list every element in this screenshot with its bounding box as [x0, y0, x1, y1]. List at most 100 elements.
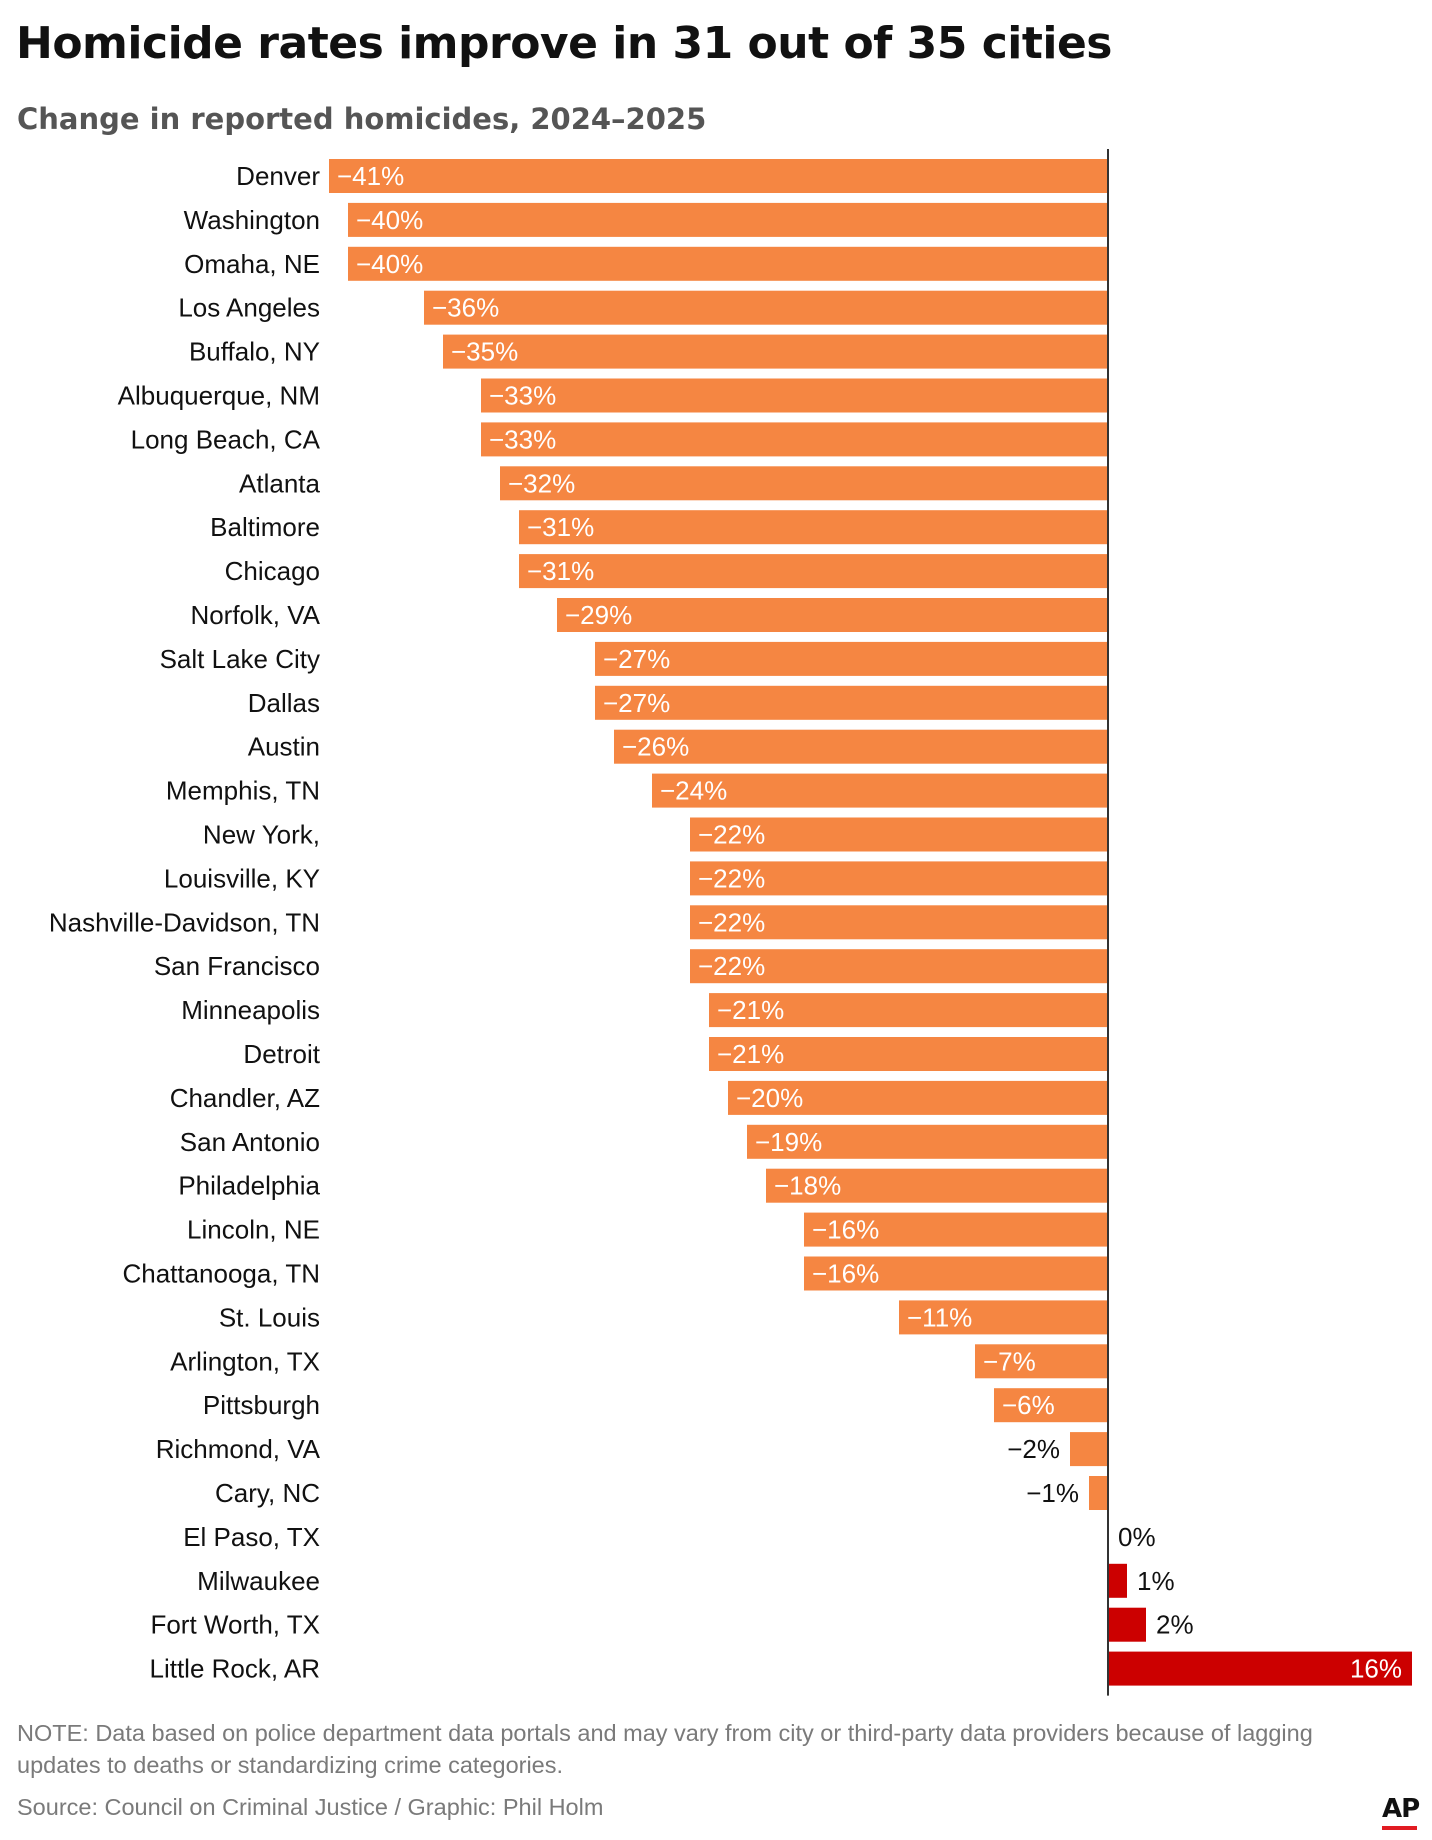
data-label: −27%: [603, 688, 670, 718]
bar-decrease: [690, 905, 1108, 940]
bar-decrease: [1070, 1432, 1108, 1467]
bar-decrease: [709, 1037, 1108, 1071]
category-label: St. Louis: [219, 1302, 320, 1332]
category-label: Salt Lake City: [160, 644, 320, 674]
data-label: 0%: [1118, 1522, 1156, 1552]
data-label: 16%: [1350, 1654, 1402, 1684]
bar-increase: [1108, 1651, 1412, 1686]
data-label: −11%: [907, 1302, 972, 1332]
bar-chart: Denver −41% Washington −40% Omaha, NE −40% Los…: [49, 149, 1412, 1696]
bar-increase: [1108, 1607, 1146, 1642]
category-label: Nashville-Davidson, TN: [49, 907, 320, 937]
data-label: −26%: [622, 732, 689, 762]
bar-decrease: [899, 1300, 1108, 1335]
data-label: −40%: [356, 249, 423, 279]
bar-decrease: [348, 246, 1108, 281]
category-label: New York,: [203, 820, 320, 850]
bar-decrease: [443, 334, 1108, 369]
chart-title: Homicide rates improve in 31 out of 35 c…: [16, 18, 1113, 69]
data-label: −35%: [451, 337, 518, 367]
category-label: El Paso, TX: [183, 1522, 320, 1552]
category-label: Arlington, TX: [170, 1346, 320, 1376]
bar-decrease: [747, 1124, 1108, 1159]
category-label: Philadelphia: [178, 1171, 320, 1201]
data-label: −27%: [603, 644, 670, 674]
chart-subtitle: Change in reported homicides, 2024–2025: [17, 102, 707, 136]
bar-decrease: [728, 1080, 1108, 1115]
bar-decrease: [804, 1212, 1108, 1247]
category-label: Denver: [236, 161, 320, 191]
data-label: 1%: [1137, 1566, 1175, 1596]
data-label: −33%: [489, 424, 556, 454]
category-label: Pittsburgh: [203, 1390, 320, 1420]
bar-decrease: [709, 993, 1108, 1028]
category-label: Louisville, KY: [164, 863, 320, 893]
bar-decrease: [994, 1388, 1108, 1423]
category-label: Norfolk, VA: [190, 600, 320, 630]
category-label: Chattanooga, TN: [122, 1259, 320, 1289]
data-label: −7%: [983, 1346, 1036, 1376]
bar-decrease: [1089, 1476, 1108, 1510]
category-label: Fort Worth, TX: [150, 1610, 320, 1640]
bar-decrease: [519, 554, 1108, 589]
data-label: −22%: [698, 907, 765, 937]
category-label: Cary, NC: [215, 1478, 320, 1508]
footnote: NOTE: Data based on police department da…: [17, 1720, 1313, 1778]
data-label: −2%: [1007, 1434, 1060, 1464]
bar-decrease: [348, 202, 1108, 237]
data-label: −6%: [1002, 1390, 1055, 1420]
data-label: −16%: [812, 1259, 879, 1289]
bar-decrease: [500, 466, 1108, 501]
category-label: Long Beach, CA: [131, 424, 321, 454]
data-label: −41%: [337, 161, 404, 191]
data-label: −24%: [660, 776, 727, 806]
data-label: −22%: [698, 951, 765, 981]
bar-decrease: [804, 1256, 1108, 1291]
category-label: Buffalo, NY: [189, 337, 320, 367]
data-label: −32%: [508, 468, 575, 498]
data-label: −18%: [774, 1171, 841, 1201]
bar-decrease: [557, 598, 1108, 632]
data-label: −31%: [527, 556, 594, 586]
category-label: Minneapolis: [181, 995, 320, 1025]
data-label: −16%: [812, 1215, 879, 1245]
bar-decrease: [329, 159, 1108, 193]
bar-decrease: [424, 290, 1108, 325]
category-label: Baltimore: [210, 512, 320, 542]
category-label: San Antonio: [180, 1127, 320, 1157]
ap-logo: AP: [1382, 1794, 1420, 1824]
category-label: Detroit: [243, 1039, 320, 1069]
category-label: Chandler, AZ: [170, 1083, 320, 1113]
category-label: Richmond, VA: [156, 1434, 321, 1464]
data-label: −21%: [717, 1039, 784, 1069]
data-label: −20%: [736, 1083, 803, 1113]
bar-decrease: [975, 1344, 1108, 1379]
data-label: −22%: [698, 863, 765, 893]
data-label: −1%: [1026, 1478, 1079, 1508]
category-label: San Francisco: [154, 951, 320, 981]
bar-increase: [1108, 1563, 1127, 1598]
category-label: Austin: [248, 732, 320, 762]
data-label: −31%: [527, 512, 594, 542]
category-label: Memphis, TN: [166, 776, 320, 806]
data-label: −33%: [489, 381, 556, 411]
data-label: −22%: [698, 820, 765, 850]
bar-decrease: [652, 773, 1108, 808]
category-label: Atlanta: [239, 468, 320, 498]
category-label: Milwaukee: [197, 1566, 320, 1596]
data-label: −29%: [565, 600, 632, 630]
category-label: Omaha, NE: [184, 249, 320, 279]
bar-decrease: [595, 685, 1108, 720]
category-label: Los Angeles: [178, 293, 320, 323]
bar-decrease: [690, 817, 1108, 852]
bar-decrease: [766, 1168, 1108, 1203]
bar-decrease: [690, 861, 1108, 896]
bar-decrease: [519, 510, 1108, 545]
category-label: Dallas: [248, 688, 320, 718]
source-credit: Source: Council on Criminal Justice / Gr…: [17, 1794, 604, 1820]
category-label: Chicago: [225, 556, 320, 586]
data-label: −40%: [356, 205, 423, 235]
data-label: −36%: [432, 293, 499, 323]
data-label: −21%: [717, 995, 784, 1025]
ap-logo-underline: [1382, 1826, 1417, 1830]
